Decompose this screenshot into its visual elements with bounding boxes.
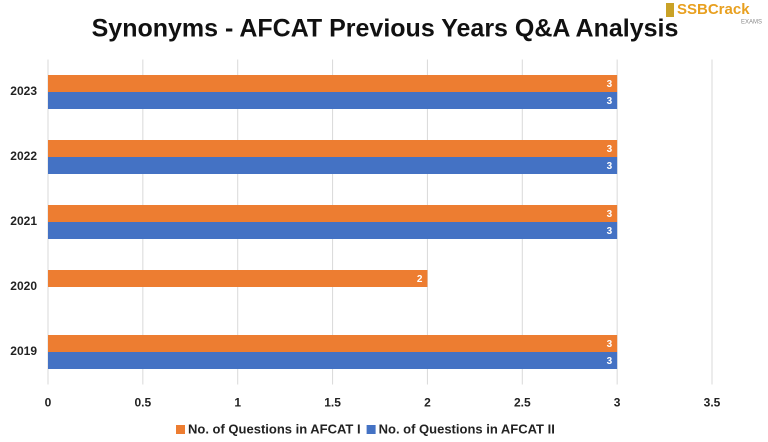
y-tick-label: 2019 [10, 344, 37, 358]
legend-swatch [176, 425, 185, 434]
y-tick-label: 2021 [10, 214, 37, 228]
data-label: 3 [607, 161, 613, 172]
y-tick-label: 2020 [10, 279, 37, 293]
logo-icon [666, 3, 674, 17]
x-tick-label: 2.5 [514, 396, 531, 410]
x-tick-label: 3 [614, 396, 621, 410]
x-tick-label: 0 [45, 396, 52, 410]
data-label: 2 [417, 274, 423, 285]
x-tick-label: 0.5 [135, 396, 152, 410]
watermark: SSBCrack [677, 1, 750, 18]
bar [48, 352, 618, 369]
data-label: 3 [607, 79, 613, 90]
bar [48, 157, 618, 174]
legend-label: No. of Questions in AFCAT II [379, 421, 555, 436]
watermark-sub: EXAMS [741, 20, 762, 26]
data-label: 3 [607, 209, 613, 220]
x-tick-label: 1 [234, 396, 241, 410]
bar [48, 270, 428, 287]
legend-label: No. of Questions in AFCAT I [188, 421, 361, 436]
y-tick-label: 2023 [10, 84, 37, 98]
data-label: 3 [607, 144, 613, 155]
bar [48, 75, 618, 92]
bar [48, 205, 618, 222]
data-label: 3 [607, 339, 613, 350]
x-tick-label: 1.5 [324, 396, 341, 410]
data-label: 3 [607, 356, 613, 367]
y-tick-label: 2022 [10, 149, 37, 163]
x-tick-label: 2 [424, 396, 431, 410]
bar [48, 92, 618, 109]
data-label: 3 [607, 96, 613, 107]
bar [48, 335, 618, 352]
chart-title: Synonyms - AFCAT Previous Years Q&A Anal… [92, 15, 679, 43]
data-label: 3 [607, 226, 613, 237]
bar [48, 222, 618, 239]
x-tick-label: 3.5 [704, 396, 721, 410]
legend-swatch [366, 425, 376, 434]
bar [48, 140, 618, 157]
